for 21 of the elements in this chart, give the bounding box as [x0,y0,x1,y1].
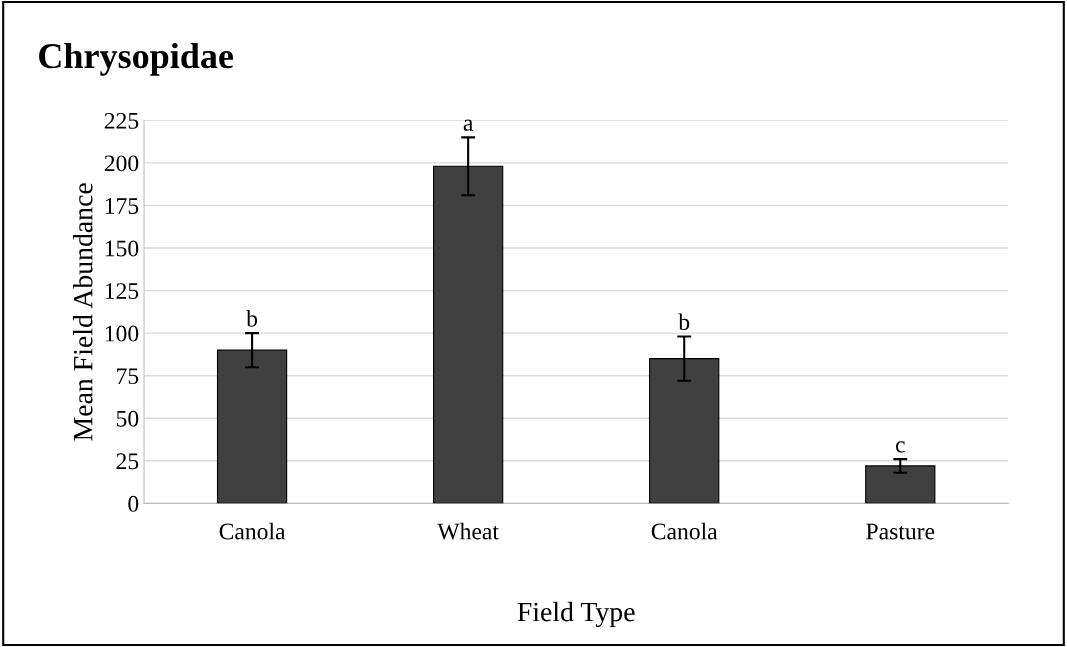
annotation: c [895,441,905,453]
x-tick-label: Pasture [866,523,935,540]
x-tick-label: Canola [651,522,718,540]
y-tick-label: 0 [128,495,139,512]
y-tick-label: 225 [104,112,139,129]
x-tick-label: Canola [219,522,286,540]
annotation: b [246,310,258,327]
y-axis-title: Mean Field Abundance [73,183,93,441]
x-axis-title: Field Type [517,601,635,628]
x-tick-label: Wheat [437,522,499,540]
y-tick-label: 125 [105,283,139,299]
annotation: a [463,119,474,131]
annotation: b [678,313,690,331]
y-tick-label: 200 [104,155,139,172]
y-tick-label: 75 [117,368,139,385]
y-tick-label: 25 [116,453,139,470]
y-tick-label: 50 [116,410,139,427]
y-tick-label: 100 [105,325,139,342]
y-tick-label: 175 [105,198,139,214]
chart-title: Chrysopidae [39,42,234,76]
y-tick-label: 150 [105,240,139,257]
